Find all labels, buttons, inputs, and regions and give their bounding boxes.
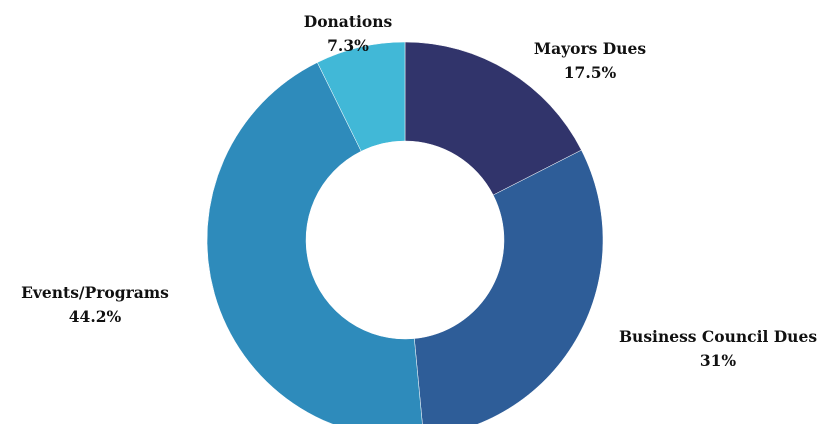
slice-mayors-dues xyxy=(404,41,582,196)
donut-slices xyxy=(206,41,604,424)
slice-donations xyxy=(316,41,406,152)
slice-label-value: 7.3% xyxy=(327,36,369,55)
slice-business-council-dues xyxy=(414,149,604,424)
slice-label-value: 44.2% xyxy=(69,307,122,326)
slice-label-name: Business Council Dues xyxy=(619,327,817,346)
slice-label-value: 17.5% xyxy=(564,63,617,82)
slice-labels: Mayors Dues 17.5% Business Council Dues 31%… xyxy=(21,12,817,370)
slice-label-name: Donations xyxy=(304,12,393,31)
slice-label-name: Events/Programs xyxy=(21,283,169,302)
slice-label-value: 31% xyxy=(700,351,737,370)
slice-label-name: Mayors Dues xyxy=(534,39,646,58)
